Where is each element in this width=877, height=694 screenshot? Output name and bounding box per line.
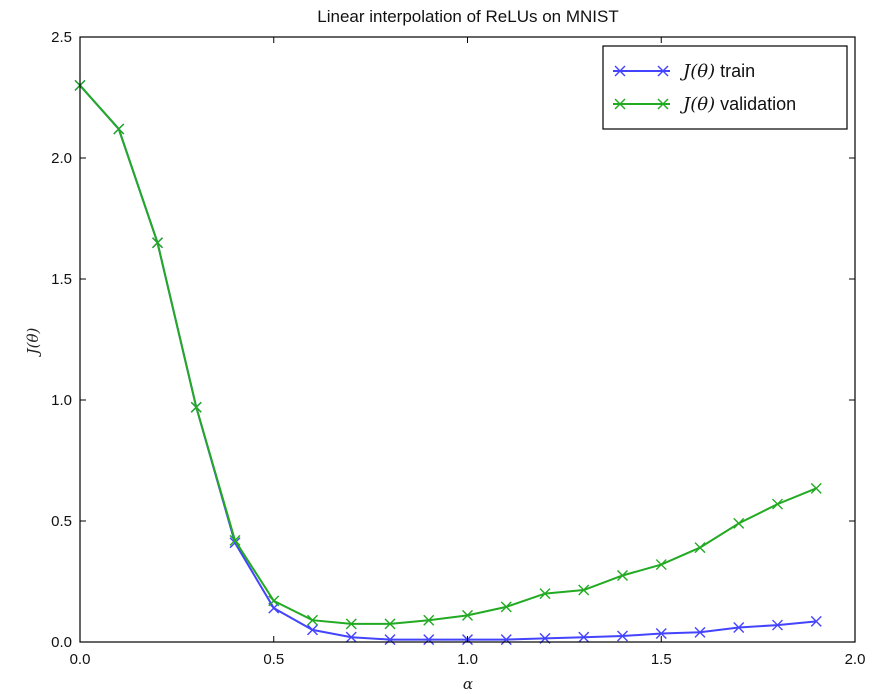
data-point-validation: [733, 517, 745, 529]
data-point-validation: [229, 534, 241, 546]
data-point-validation: [617, 569, 628, 581]
x-tick-label: 2.0: [845, 651, 866, 668]
y-axis-label: J(θ): [24, 327, 42, 357]
plot-frame: [79, 36, 856, 643]
x-axis-label: α: [463, 675, 473, 693]
legend-entry-train: J(θ) train: [679, 61, 755, 82]
series-line-validation: [79, 84, 817, 625]
data-point-train: [617, 630, 628, 642]
legend: J(θ) train J(θ) validation: [602, 45, 848, 130]
data-point-validation: [810, 482, 822, 494]
x-tick-label: 1.0: [457, 651, 478, 668]
series-line-train: [79, 84, 817, 641]
legend-entry-validation: J(θ) validation: [679, 94, 796, 115]
legend-box: [602, 45, 848, 130]
legend-marker-train: [657, 65, 669, 77]
data-point-validation: [152, 237, 163, 249]
axis-ticks: 0.0 0.5 1.0 1.5 2.0 0.0 0.5 1.0 1.5 2.0 2.5: [51, 29, 865, 668]
data-point-train: [772, 619, 783, 631]
data-point-validation: [113, 123, 125, 135]
data-point-validation: [539, 588, 551, 600]
x-tick-label: 0.0: [70, 651, 91, 668]
data-point-train: [307, 624, 318, 636]
data-point-validation: [694, 542, 706, 554]
data-point-validation: [384, 618, 396, 630]
data-point-train: [694, 626, 706, 638]
legend-validation-symbol: J(θ): [679, 94, 715, 115]
data-point-validation: [345, 618, 357, 630]
legend-marker-validation: [657, 98, 669, 110]
data-point-train: [578, 631, 590, 643]
y-tick-label: 2.0: [51, 150, 72, 167]
y-tick-label: 1.0: [51, 392, 72, 409]
data-point-train: [733, 621, 745, 633]
y-tick-label: 0.5: [51, 513, 72, 530]
x-tick-label: 1.5: [651, 651, 672, 668]
data-point-train: [500, 634, 512, 646]
plot-area: [74, 79, 822, 646]
data-point-validation: [307, 614, 318, 626]
legend-marker-train: [614, 65, 626, 77]
data-point-train: [345, 631, 357, 643]
y-tick-label: 0.0: [51, 634, 72, 651]
data-point-validation: [655, 559, 667, 571]
data-point-validation: [578, 584, 590, 596]
chart-title: Linear interpolation of ReLUs on MNIST: [317, 7, 618, 26]
data-point-validation: [268, 595, 280, 607]
y-tick-label: 1.5: [51, 271, 72, 288]
data-point-train: [423, 634, 435, 646]
data-point-validation: [772, 498, 783, 510]
data-point-train: [655, 628, 667, 640]
data-point-train: [384, 634, 396, 646]
legend-train-word: train: [715, 61, 755, 81]
legend-validation-word: validation: [715, 94, 796, 114]
x-tick-label: 0.5: [263, 651, 284, 668]
data-point-validation: [462, 609, 473, 621]
data-point-validation: [423, 614, 435, 626]
legend-markers: [613, 65, 670, 110]
data-point-train: [810, 615, 822, 627]
data-point-validation: [500, 601, 512, 613]
y-tick-label: 2.5: [51, 29, 72, 46]
legend-train-symbol: J(θ): [679, 61, 715, 82]
legend-marker-validation: [614, 98, 626, 110]
data-point-validation: [190, 401, 202, 413]
